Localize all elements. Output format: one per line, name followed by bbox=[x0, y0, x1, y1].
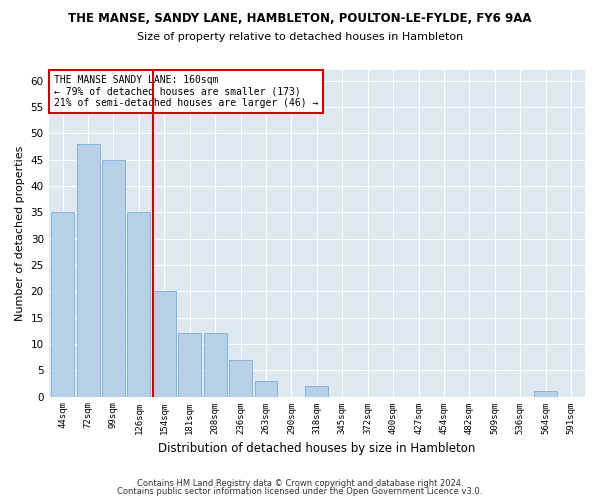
Text: THE MANSE, SANDY LANE, HAMBLETON, POULTON-LE-FYLDE, FY6 9AA: THE MANSE, SANDY LANE, HAMBLETON, POULTO… bbox=[68, 12, 532, 26]
Text: THE MANSE SANDY LANE: 160sqm
← 79% of detached houses are smaller (173)
21% of s: THE MANSE SANDY LANE: 160sqm ← 79% of de… bbox=[54, 75, 319, 108]
Bar bbox=[178, 334, 201, 396]
Bar bbox=[127, 212, 151, 396]
Text: Contains public sector information licensed under the Open Government Licence v3: Contains public sector information licen… bbox=[118, 487, 482, 496]
Y-axis label: Number of detached properties: Number of detached properties bbox=[15, 146, 25, 321]
Text: Size of property relative to detached houses in Hambleton: Size of property relative to detached ho… bbox=[137, 32, 463, 42]
Bar bbox=[51, 212, 74, 396]
Bar bbox=[254, 381, 277, 396]
Bar bbox=[534, 392, 557, 396]
Bar bbox=[229, 360, 252, 397]
Bar bbox=[77, 144, 100, 396]
X-axis label: Distribution of detached houses by size in Hambleton: Distribution of detached houses by size … bbox=[158, 442, 476, 455]
Bar bbox=[153, 291, 176, 397]
Bar bbox=[102, 160, 125, 396]
Bar bbox=[305, 386, 328, 396]
Text: Contains HM Land Registry data © Crown copyright and database right 2024.: Contains HM Land Registry data © Crown c… bbox=[137, 478, 463, 488]
Bar bbox=[204, 334, 227, 396]
